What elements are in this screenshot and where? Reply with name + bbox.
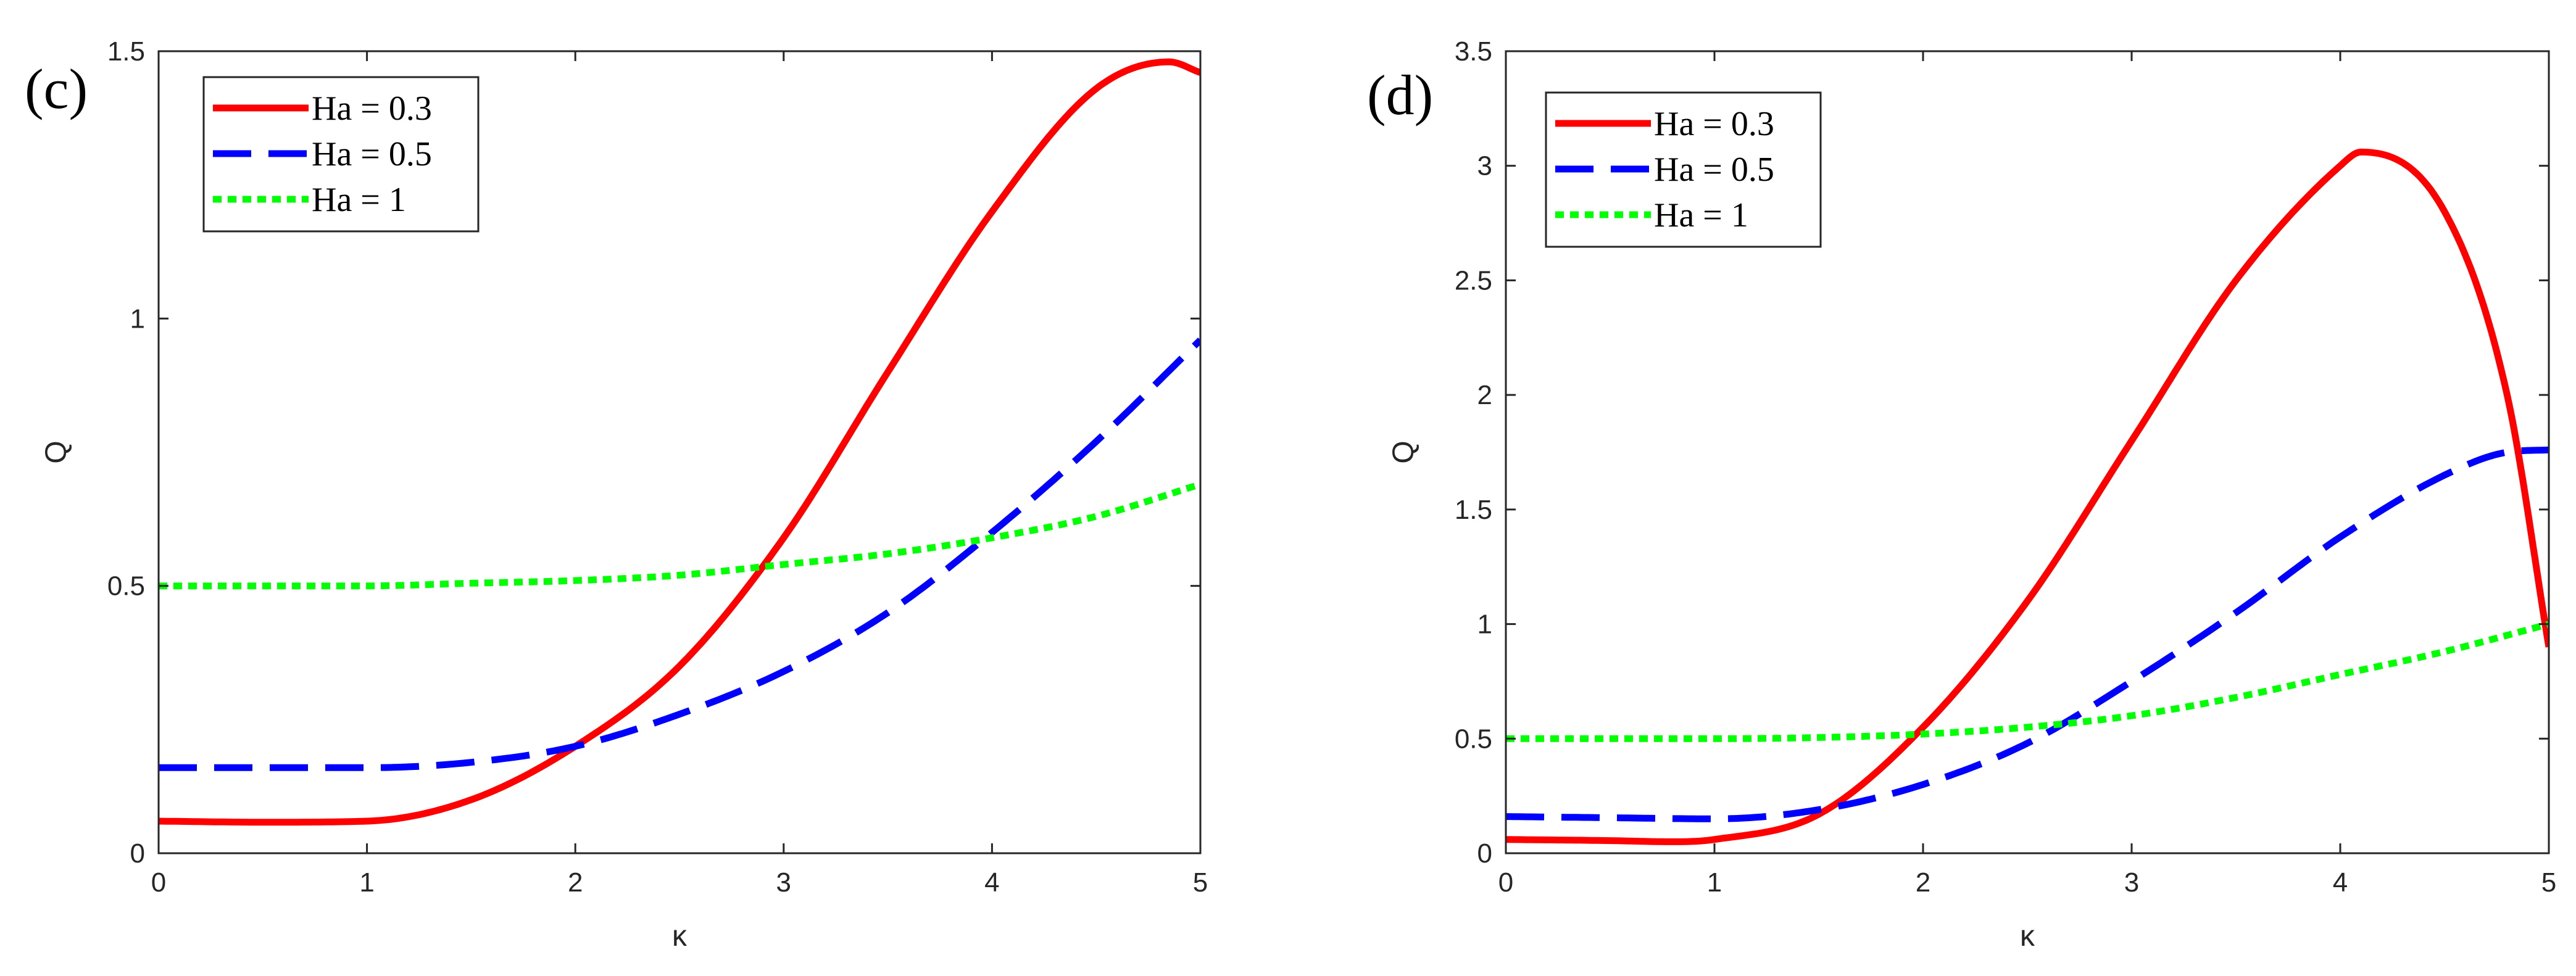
series-line-2 (1506, 446, 2549, 822)
y-tick-label: 2.5 (1455, 265, 1492, 296)
legend-label-1: Ha = 0.3 (1654, 105, 1774, 143)
y-tick-label: 1 (1477, 610, 1492, 640)
legend-label-3: Ha = 1 (312, 181, 406, 219)
series-line-1 (159, 58, 1200, 826)
y-tick-label: 0.5 (1455, 724, 1492, 754)
plot-area-frame (157, 50, 1202, 854)
x-tick-label: 0 (1498, 867, 1513, 898)
x-tick-label: 5 (2541, 867, 2556, 898)
chart-panel-2: 0 1 2 3 4 500.511.522.533.5κQ(d) Ha = 0.3Ha = … (1367, 36, 2556, 953)
legend: Ha = 0.3 Ha = 0.5 Ha = 1 (1545, 91, 1822, 248)
y-tick-label: 1.5 (107, 36, 145, 67)
x-tick-label: 4 (984, 867, 999, 898)
y-tick-label: 0 (130, 838, 145, 869)
x-tick-label: 2 (568, 867, 583, 898)
x-tick-label: 3 (776, 867, 791, 898)
y-axis-label: Q (1387, 440, 1420, 463)
y-tick-label: 1.5 (1455, 495, 1492, 525)
x-tick-label: 1 (1707, 867, 1722, 898)
x-tick-label: 5 (1193, 867, 1208, 898)
y-tick-label: 0.5 (107, 571, 145, 602)
y-tick-label: 1 (130, 304, 145, 334)
y-axis-label: Q (40, 440, 73, 463)
x-tick-label: 3 (2124, 867, 2139, 898)
panel-label: (d) (1367, 64, 1433, 126)
x-tick-label: 1 (359, 867, 374, 898)
x-tick-label: 0 (151, 867, 166, 898)
series-line-2 (159, 337, 1200, 771)
legend-label-1: Ha = 0.3 (312, 89, 432, 128)
x-tick-label: 4 (2333, 867, 2348, 898)
series-line-3 (159, 481, 1200, 590)
series-line-1 (1506, 148, 2549, 845)
legend-label-2: Ha = 0.5 (312, 135, 432, 173)
chart-panel-1: 0 1 2 3 4 500.511.5κQ(c) Ha = 0.3Ha = 0.5Ha = … (25, 36, 1208, 953)
y-tick-label: 3.5 (1455, 36, 1492, 67)
plot-area-frame (1505, 50, 2550, 854)
x-tick-label: 2 (1916, 867, 1930, 898)
y-tick-label: 2 (1477, 380, 1492, 410)
series-line-3 (1506, 621, 2549, 742)
panel-label: (c) (25, 57, 88, 120)
legend-label-3: Ha = 1 (1654, 196, 1748, 234)
legend: Ha = 0.3 Ha = 0.5 Ha = 1 (202, 76, 480, 233)
x-axis-label: κ (672, 920, 688, 953)
y-tick-label: 0 (1477, 838, 1492, 869)
legend-label-2: Ha = 0.5 (1654, 151, 1774, 189)
x-axis-label: κ (2020, 920, 2035, 953)
y-tick-label: 3 (1477, 151, 1492, 181)
